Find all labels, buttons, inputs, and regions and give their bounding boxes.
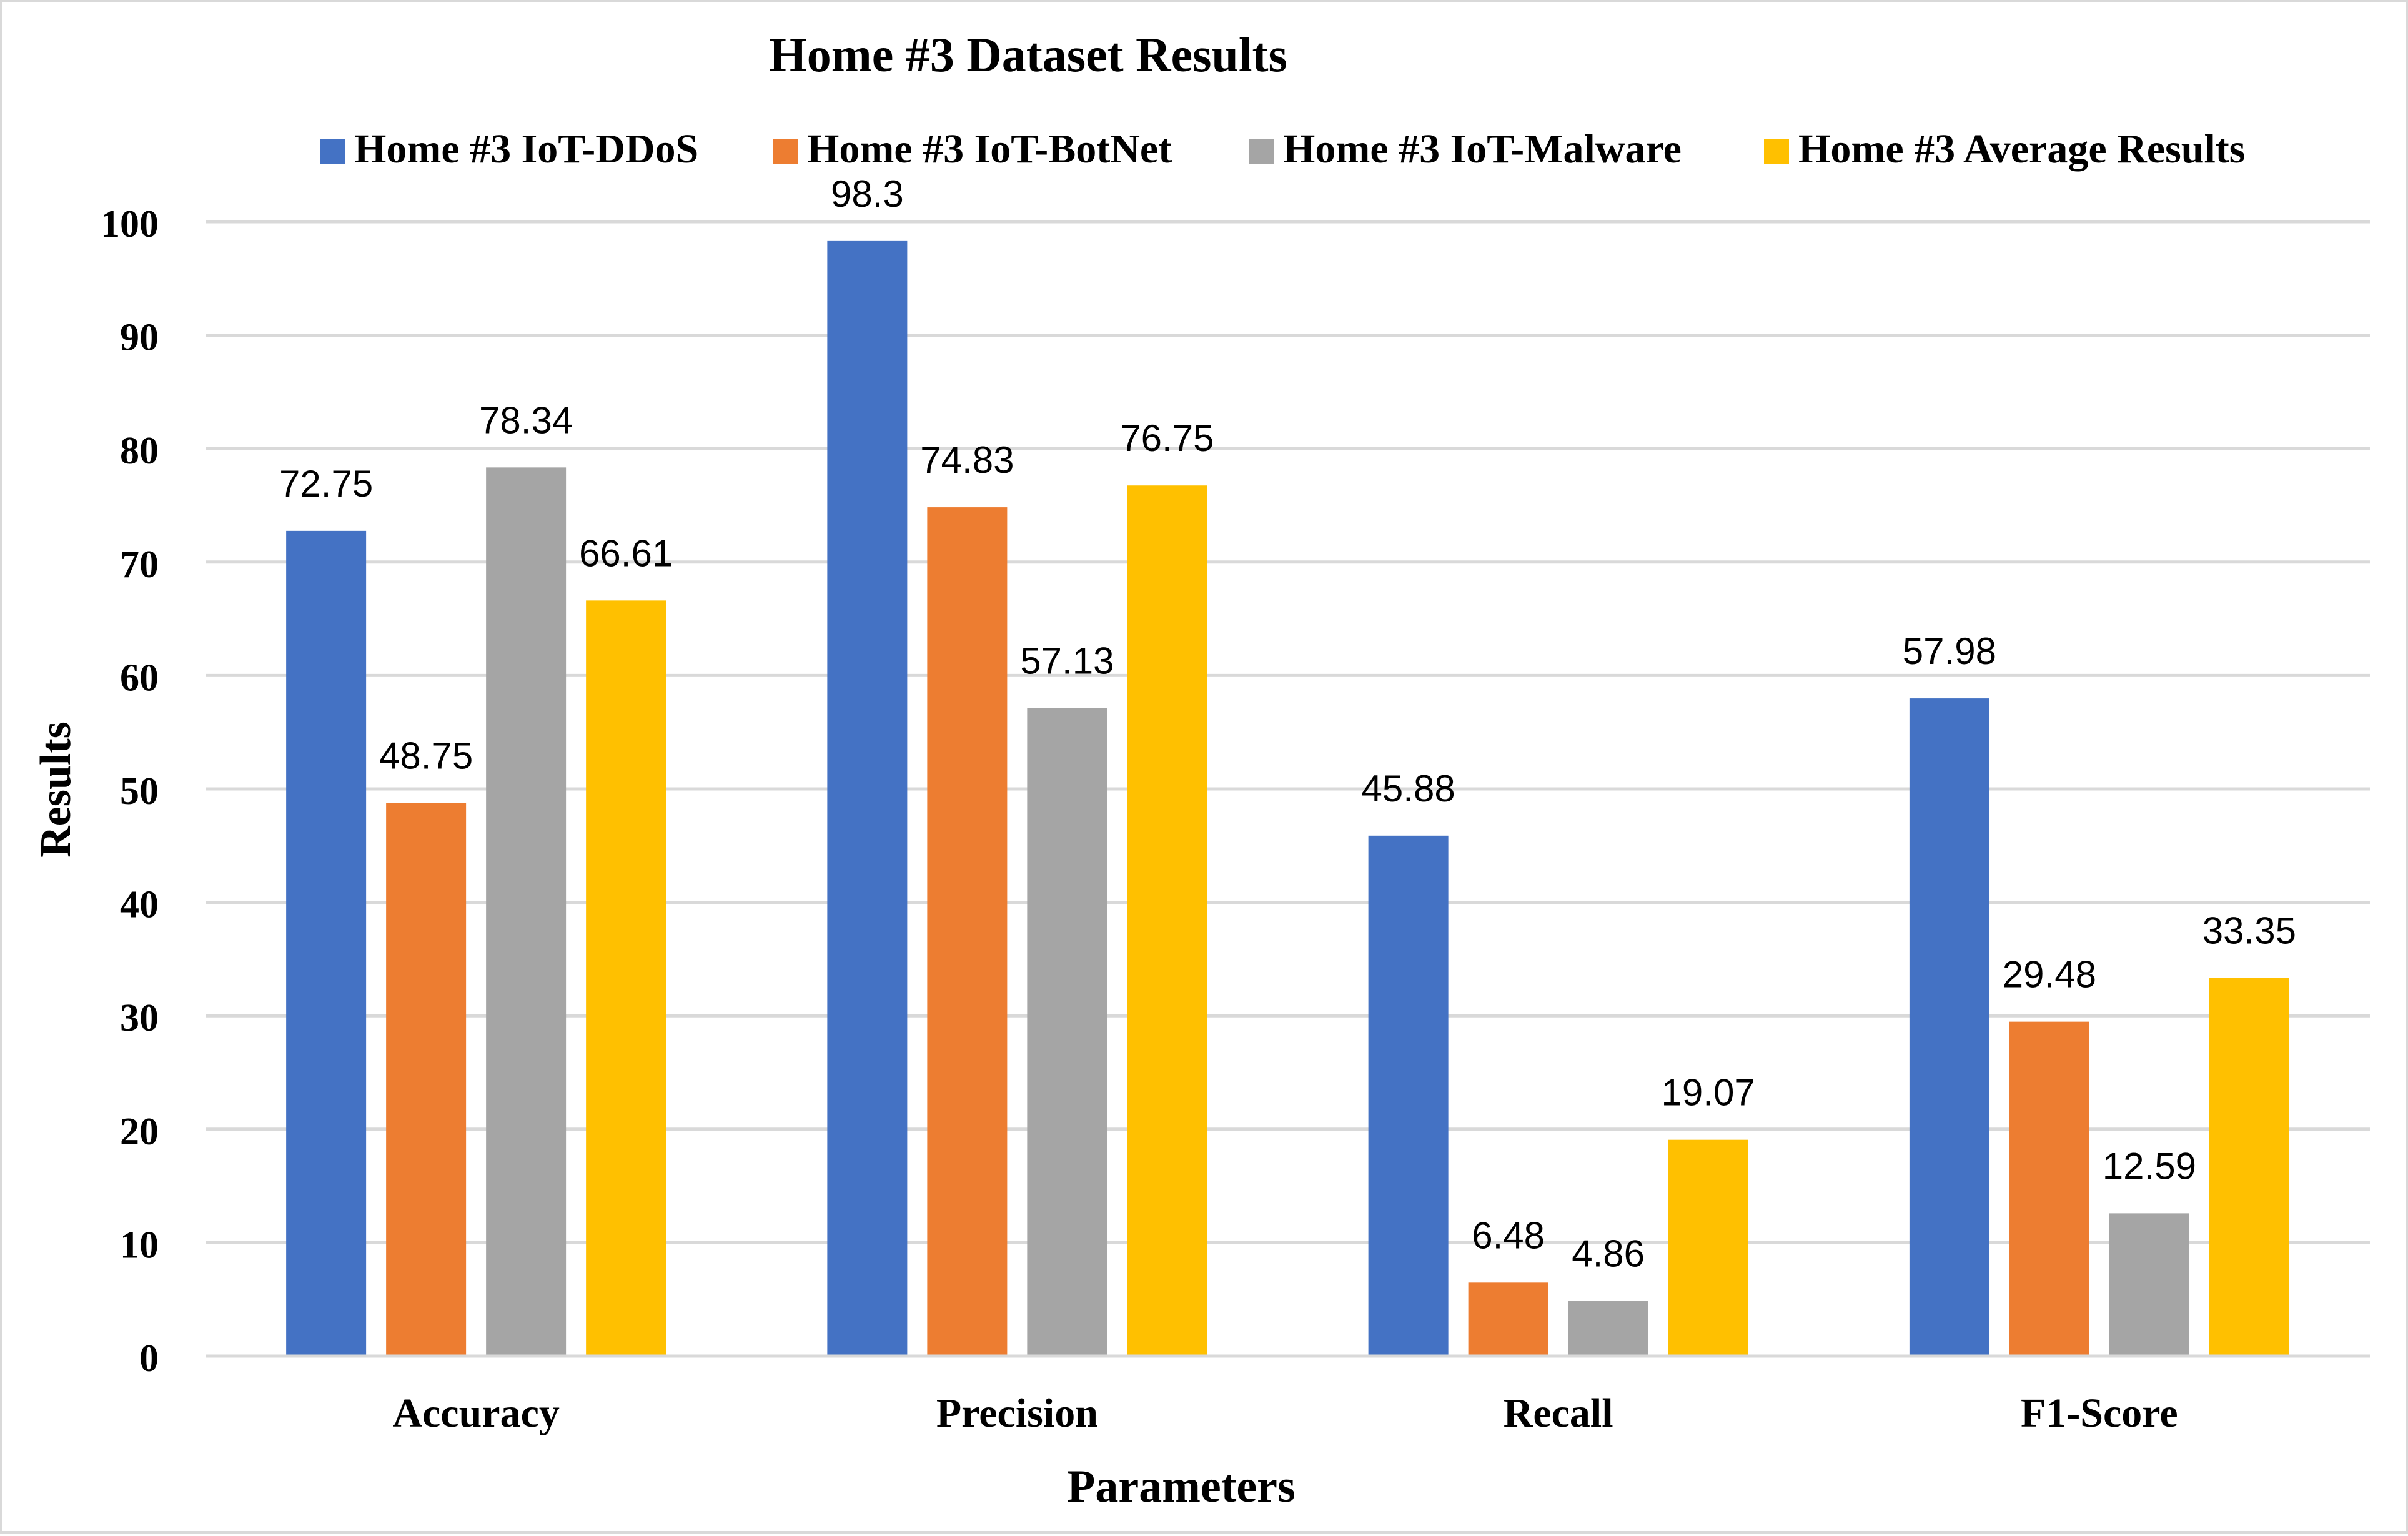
y-tick-label: 30	[120, 997, 159, 1039]
x-tick-label: F1-Score	[2021, 1390, 2178, 1436]
bar-recall-series-1	[1368, 835, 1449, 1356]
data-label: 6.48	[1472, 1214, 1545, 1256]
x-tick-label: Precision	[936, 1390, 1098, 1436]
y-tick-label: 0	[139, 1337, 159, 1380]
legend-label: Home #3 Average Results	[1798, 126, 2245, 172]
bar-accuracy-series-4	[586, 600, 666, 1356]
data-label: 4.86	[1572, 1233, 1645, 1275]
x-tick-label: Recall	[1504, 1390, 1613, 1436]
legend-label: Home #3 IoT-BotNet	[807, 126, 1172, 172]
bar-accuracy-series-3	[486, 467, 567, 1356]
data-label: 19.07	[1662, 1072, 1755, 1114]
data-label: 74.83	[920, 439, 1014, 481]
bar-f1-score-series-4	[2209, 978, 2289, 1356]
data-label: 72.75	[279, 463, 373, 505]
data-label: 76.75	[1120, 417, 1214, 459]
data-label: 12.59	[2103, 1145, 2196, 1187]
axis-layer: 0 10 20 30 40 50 60 70 80 90 100 Accuracy Precision R…	[101, 203, 2370, 1436]
bar-recall-series-3	[1568, 1301, 1648, 1356]
data-label: 78.34	[479, 399, 573, 441]
legend-swatch	[1249, 139, 1274, 164]
bar-precision-series-4	[1127, 485, 1207, 1356]
data-label: 57.98	[1903, 630, 1996, 672]
x-axis-title: Parameters	[1067, 1461, 1296, 1512]
chart-legend: Home #3 IoT-DDoS Home #3 IoT-BotNet Home #…	[320, 126, 2245, 172]
chart-title: Home #3 Dataset Results	[769, 27, 1287, 82]
data-label: 98.3	[831, 173, 904, 215]
y-tick-label: 50	[120, 770, 159, 813]
bar-recall-series-2	[1468, 1282, 1548, 1356]
legend-swatch	[320, 139, 345, 164]
grid-layer	[206, 220, 2370, 1244]
legend-swatch	[1764, 139, 1789, 164]
y-tick-label: 10	[120, 1224, 159, 1266]
bar-f1-score-series-2	[2009, 1021, 2089, 1356]
bar-f1-score-series-3	[2109, 1213, 2189, 1356]
y-tick-label: 20	[120, 1111, 159, 1153]
data-label: 45.88	[1362, 768, 1455, 810]
bar-accuracy-series-1	[286, 530, 367, 1356]
bar-recall-series-4	[1668, 1139, 1748, 1356]
bar-precision-series-2	[927, 507, 1008, 1357]
y-tick-label: 40	[120, 884, 159, 926]
y-tick-label: 90	[120, 317, 159, 359]
bar-precision-series-1	[827, 240, 908, 1356]
data-label: 29.48	[2003, 954, 2096, 996]
y-tick-label: 100	[101, 203, 159, 245]
y-tick-label: 70	[120, 543, 159, 586]
y-tick-label: 80	[120, 430, 159, 472]
y-axis-title: Results	[32, 721, 80, 858]
bar-precision-series-3	[1027, 708, 1107, 1356]
legend-label: Home #3 IoT-Malware	[1283, 126, 1682, 172]
labels-layer: 72.75 48.75 78.34 66.61 98.3 74.83 57.13 76.75 4…	[279, 173, 2296, 1275]
legend-label: Home #3 IoT-DDoS	[354, 126, 698, 172]
y-tick-label: 60	[120, 657, 159, 699]
bars-layer	[286, 240, 2289, 1357]
bar-accuracy-series-2	[386, 803, 467, 1356]
bar-f1-score-series-1	[1909, 698, 1989, 1356]
data-label: 33.35	[2202, 909, 2296, 951]
legend-swatch	[773, 139, 798, 164]
data-label: 66.61	[579, 532, 673, 574]
data-label: 57.13	[1020, 640, 1114, 682]
x-tick-label: Accuracy	[392, 1390, 560, 1436]
data-label: 48.75	[379, 735, 473, 777]
